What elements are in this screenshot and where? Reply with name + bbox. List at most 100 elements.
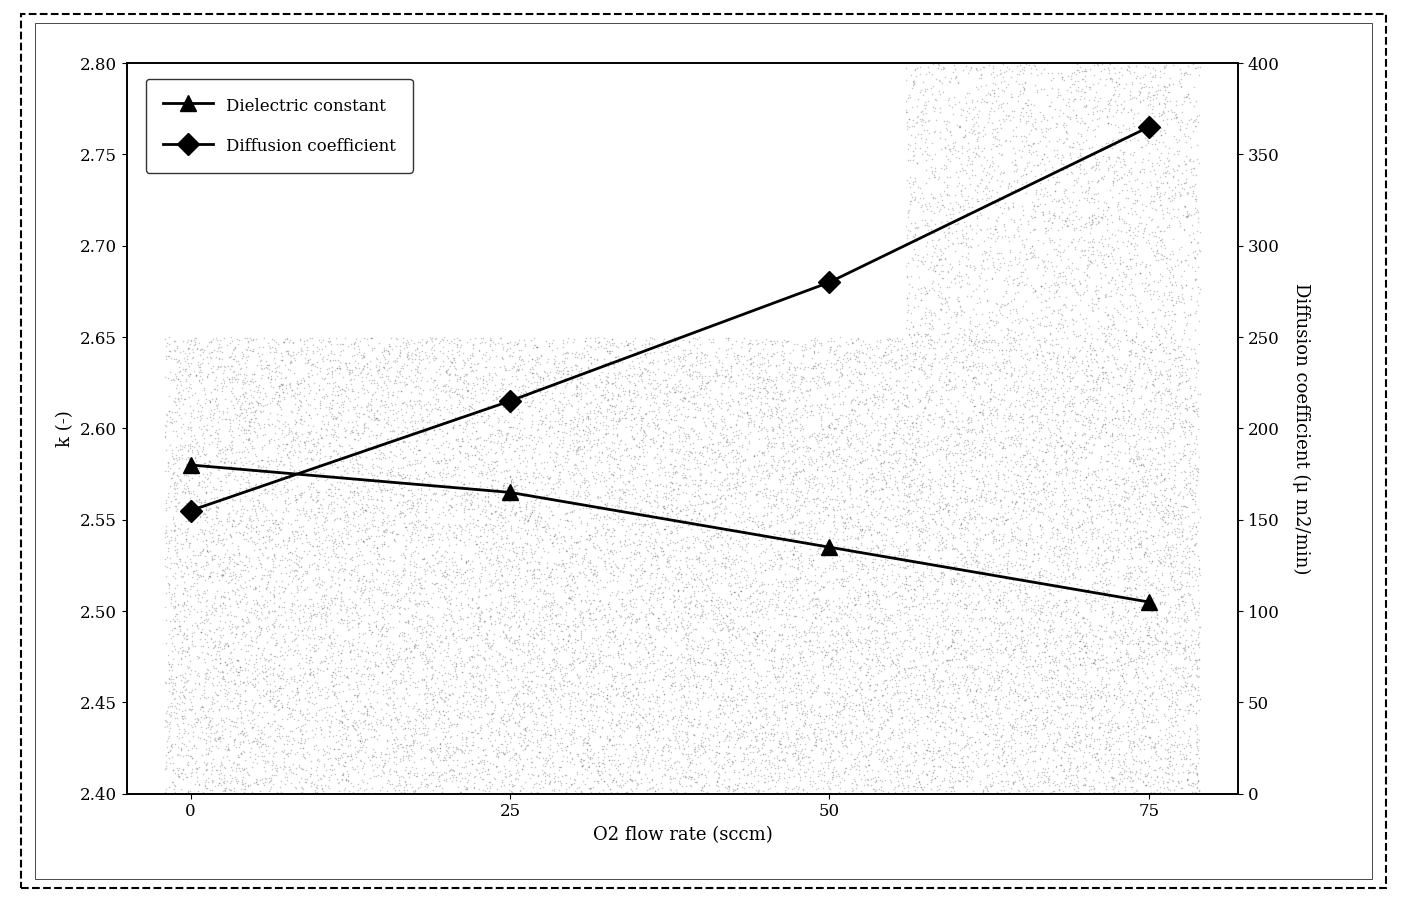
Point — [421, 660, 443, 675]
Point — [547, 631, 570, 646]
Point — [422, 696, 445, 711]
Point — [435, 649, 457, 663]
Point — [395, 350, 418, 364]
Point — [360, 368, 383, 382]
Point — [447, 629, 470, 643]
Point — [222, 401, 245, 416]
Point — [736, 768, 758, 782]
Point — [947, 710, 969, 724]
Point — [343, 486, 366, 501]
Point — [688, 555, 711, 569]
Point — [416, 613, 439, 628]
Point — [732, 719, 754, 733]
Point — [810, 772, 833, 787]
Point — [1131, 319, 1154, 334]
Point — [1119, 565, 1141, 579]
Point — [466, 500, 488, 514]
Point — [308, 501, 331, 515]
Point — [1150, 176, 1172, 190]
Point — [1148, 366, 1171, 381]
Point — [449, 709, 471, 723]
Point — [653, 490, 675, 504]
Point — [898, 327, 920, 341]
Point — [1026, 398, 1048, 412]
Point — [877, 785, 899, 799]
Point — [857, 451, 879, 465]
Point — [909, 538, 931, 553]
Point — [342, 779, 364, 794]
Point — [1050, 66, 1072, 80]
Point — [948, 200, 971, 215]
Point — [357, 584, 380, 598]
Point — [348, 410, 370, 424]
Point — [1088, 760, 1110, 775]
Point — [283, 534, 305, 548]
Point — [1003, 374, 1026, 389]
Point — [663, 424, 685, 438]
Point — [632, 524, 654, 538]
Point — [1128, 529, 1151, 544]
Point — [279, 710, 301, 724]
Point — [784, 540, 806, 555]
Point — [260, 482, 283, 496]
Point — [336, 668, 359, 683]
Point — [1183, 548, 1206, 562]
Point — [951, 329, 974, 344]
Point — [436, 333, 459, 347]
Point — [184, 437, 207, 451]
Point — [598, 767, 620, 781]
Point — [225, 372, 248, 386]
Point — [860, 609, 882, 623]
Point — [218, 723, 241, 738]
Point — [989, 497, 1012, 511]
Point — [802, 371, 825, 385]
Point — [286, 687, 308, 702]
Point — [291, 536, 314, 550]
Point — [1017, 382, 1040, 396]
Point — [599, 721, 622, 735]
Point — [660, 484, 682, 499]
Point — [159, 715, 182, 730]
Point — [709, 428, 732, 443]
Point — [999, 382, 1021, 397]
Point — [336, 362, 359, 376]
Point — [819, 373, 841, 388]
Point — [898, 668, 920, 683]
Point — [246, 661, 269, 676]
Point — [834, 575, 857, 589]
Point — [910, 199, 933, 214]
Point — [794, 742, 816, 757]
Point — [822, 508, 844, 522]
Point — [1161, 357, 1183, 372]
Point — [920, 152, 943, 166]
Point — [689, 736, 712, 750]
Point — [885, 513, 908, 528]
Point — [947, 422, 969, 437]
Point — [1067, 492, 1089, 507]
Point — [628, 456, 650, 471]
Point — [695, 641, 718, 656]
Point — [215, 475, 238, 490]
Point — [774, 538, 796, 552]
Point — [664, 536, 687, 550]
Point — [483, 536, 505, 550]
Point — [685, 594, 708, 609]
Point — [884, 413, 906, 428]
Point — [205, 363, 228, 377]
Point — [878, 468, 900, 483]
Point — [747, 548, 770, 563]
Point — [249, 723, 272, 737]
Point — [409, 620, 432, 634]
Point — [934, 787, 957, 801]
Point — [584, 341, 606, 355]
Point — [388, 778, 411, 792]
Point — [913, 480, 936, 494]
Point — [871, 543, 893, 557]
Point — [789, 672, 812, 686]
Point — [1131, 634, 1154, 649]
Point — [364, 658, 387, 672]
Point — [630, 525, 653, 539]
Point — [619, 719, 642, 733]
Point — [242, 671, 265, 686]
Point — [200, 565, 222, 579]
